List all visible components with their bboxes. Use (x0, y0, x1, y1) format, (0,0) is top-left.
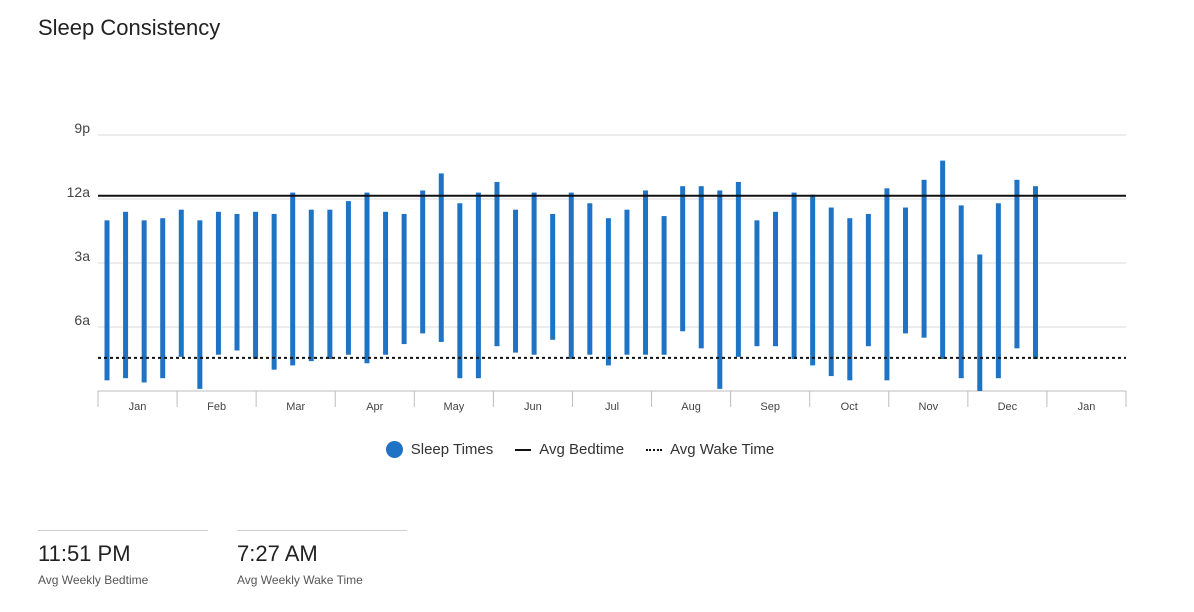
x-tick-label: Nov (919, 401, 939, 413)
sleep-bar (383, 211, 389, 355)
stat-label: Avg Weekly Wake Time (237, 573, 363, 587)
sleep-consistency-chart: 9p 12a 3a 6a Jan Feb Mar Apr May Jun Jul Aug Sep Oct… (67, 120, 1127, 413)
y-tick-label: 6a (74, 312, 90, 328)
sleep-bar (754, 220, 760, 347)
sleep-bar (513, 209, 519, 353)
chart-legend: Sleep Times Avg Bedtime Avg Wake Time (0, 441, 1160, 458)
sleep-bar (123, 211, 129, 379)
sleep-bar (531, 192, 537, 355)
average-lines (98, 194, 1126, 359)
circle-icon (385, 441, 403, 458)
sleep-bar (605, 218, 611, 366)
sleep-bar (810, 194, 816, 366)
sleep-bar (903, 207, 909, 334)
y-tick-label: 3a (74, 248, 90, 264)
sleep-bars (104, 160, 1038, 391)
sleep-bar (308, 209, 314, 362)
legend-label-avg-bedtime: Avg Bedtime (539, 441, 625, 458)
x-tick-label: Jan (1078, 401, 1096, 413)
sleep-bar (475, 192, 481, 379)
sleep-bar (550, 213, 556, 340)
sleep-bar (364, 192, 370, 364)
x-tick-label: Jan (129, 401, 147, 413)
x-tick-label: Aug (681, 401, 701, 413)
sleep-bar (680, 186, 686, 332)
sleep-bar (884, 188, 890, 381)
sleep-bar (1033, 186, 1038, 359)
stat-value: 7:27 AM (237, 541, 318, 566)
sleep-bar (995, 203, 1001, 379)
x-tick-label: Apr (366, 401, 383, 413)
x-tick-label: Mar (286, 401, 305, 413)
sleep-bar (773, 211, 779, 347)
y-tick-label: 9p (74, 120, 90, 136)
x-tick-label: May (443, 401, 464, 413)
sleep-bar (438, 173, 444, 342)
sleep-bar (847, 218, 853, 381)
stat-label: Avg Weekly Bedtime (38, 573, 149, 587)
sleep-bar (958, 205, 964, 379)
x-tick-label: Feb (207, 401, 226, 413)
sleep-bar (160, 218, 166, 379)
dotted-line-icon (646, 448, 663, 451)
sleep-bar (791, 192, 797, 359)
stat-value: 11:51 PM (38, 541, 131, 566)
sleep-bar (420, 190, 426, 334)
sleep-bar (698, 186, 704, 349)
sleep-bar (717, 190, 723, 389)
sleep-bar (1014, 179, 1020, 349)
sleep-bar (141, 220, 147, 383)
solid-line-icon (515, 448, 532, 451)
chart-title: Sleep Consistency (38, 15, 221, 40)
sleep-bar (234, 213, 240, 351)
sleep-bar (587, 203, 593, 355)
sleep-bar (661, 216, 667, 355)
legend-item-avg-bedtime[interactable]: Avg Bedtime (515, 441, 624, 458)
sleep-bar (401, 213, 407, 345)
sleep-bar (104, 220, 110, 381)
sleep-bar (977, 254, 983, 391)
sleep-bar (865, 213, 871, 347)
sleep-bar (940, 160, 946, 359)
sleep-bar (735, 181, 741, 357)
sleep-bar (327, 209, 333, 359)
y-tick-label: 12a (67, 184, 91, 200)
x-tick-label: Dec (998, 401, 1018, 413)
sleep-bar (568, 192, 574, 359)
sleep-bar (345, 201, 351, 355)
x-tick-label: Jul (605, 401, 619, 413)
grid-lines (98, 134, 1126, 392)
x-tick-label: Jun (524, 401, 542, 413)
legend-label-sleep-times: Sleep Times (410, 441, 494, 458)
sleep-bar (921, 179, 927, 338)
legend-item-sleep-times[interactable]: Sleep Times (385, 441, 494, 458)
sleep-bar (494, 181, 500, 347)
sleep-bar (215, 211, 221, 355)
sleep-bar (624, 209, 630, 355)
legend-item-avg-wake-time[interactable]: Avg Wake Time (646, 441, 774, 458)
x-tick-label: Sep (760, 401, 780, 413)
sleep-bar (290, 192, 296, 366)
sleep-bar (178, 209, 184, 357)
sleep-bar (457, 203, 463, 379)
sleep-bar (271, 213, 277, 370)
sleep-bar (197, 220, 203, 389)
x-axis: Jan Feb Mar Apr May Jun Jul Aug Sep Oct Nov Dec Jan (97, 391, 1127, 413)
stat-avg-weekly-bedtime: 11:51 PM Avg Weekly Bedtime (38, 530, 208, 587)
x-tick-label: Oct (841, 401, 858, 413)
legend-label-avg-wake-time: Avg Wake Time (670, 441, 775, 458)
stat-avg-weekly-wake-time: 7:27 AM Avg Weekly Wake Time (237, 530, 407, 587)
sleep-bar (253, 211, 259, 359)
y-axis-ticks: 9p 12a 3a 6a (67, 120, 91, 328)
sleep-bar (828, 207, 834, 377)
sleep-bar (643, 190, 649, 355)
